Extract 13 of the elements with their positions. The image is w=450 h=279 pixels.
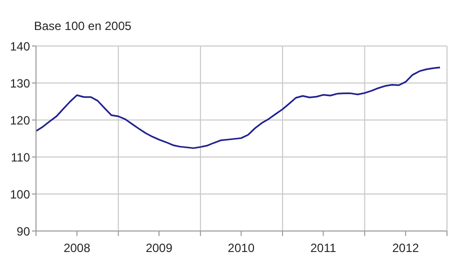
- x-tick-label: 2011: [310, 241, 336, 255]
- y-axis-title: Base 100 en 2005: [34, 19, 132, 33]
- y-tick-label: 140: [10, 39, 30, 54]
- y-tick-label: 110: [10, 150, 30, 164]
- y-tick-label: 100: [10, 187, 30, 202]
- x-tick-label: 2008: [64, 241, 91, 255]
- line-series: [36, 66, 441, 149]
- x-tick-label: 2012: [392, 241, 420, 255]
- y-tick-label: 90: [16, 224, 30, 238]
- y-tick-label: 130: [10, 76, 30, 90]
- x-tick-label: 2010: [228, 241, 255, 255]
- y-tick-label: 120: [10, 113, 30, 128]
- x-tick-label: 2009: [146, 241, 173, 255]
